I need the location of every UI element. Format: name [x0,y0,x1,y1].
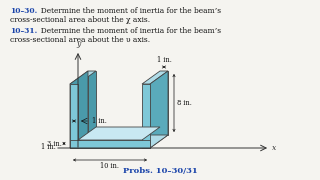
Polygon shape [70,71,96,84]
Polygon shape [150,71,168,148]
Text: cross-sectional area about the υ axis.: cross-sectional area about the υ axis. [10,36,150,44]
Text: Determine the moment of inertia for the beam’s: Determine the moment of inertia for the … [36,27,221,35]
Polygon shape [70,84,78,148]
Text: cross-sectional area about the χ axis.: cross-sectional area about the χ axis. [10,16,150,24]
Polygon shape [160,71,168,135]
Polygon shape [70,140,150,148]
Text: Determine the moment of inertia for the beam’s: Determine the moment of inertia for the … [36,7,221,15]
Polygon shape [142,84,150,148]
Polygon shape [88,71,96,135]
Text: 3 in.: 3 in. [47,140,62,148]
Text: 8 in.: 8 in. [177,99,192,107]
Text: 1 in.: 1 in. [41,143,56,151]
Text: 1 in.: 1 in. [156,56,172,64]
Polygon shape [70,135,168,148]
Text: 10–30.: 10–30. [10,7,37,15]
Text: 1 in.: 1 in. [92,117,107,125]
Polygon shape [78,127,160,140]
Text: Probs. 10–30/31: Probs. 10–30/31 [123,167,197,175]
Text: 10–31.: 10–31. [10,27,37,35]
Text: 10 in.: 10 in. [100,162,119,170]
Polygon shape [70,71,88,148]
Text: x: x [272,144,276,152]
Text: y: y [76,40,80,48]
Polygon shape [142,71,168,84]
